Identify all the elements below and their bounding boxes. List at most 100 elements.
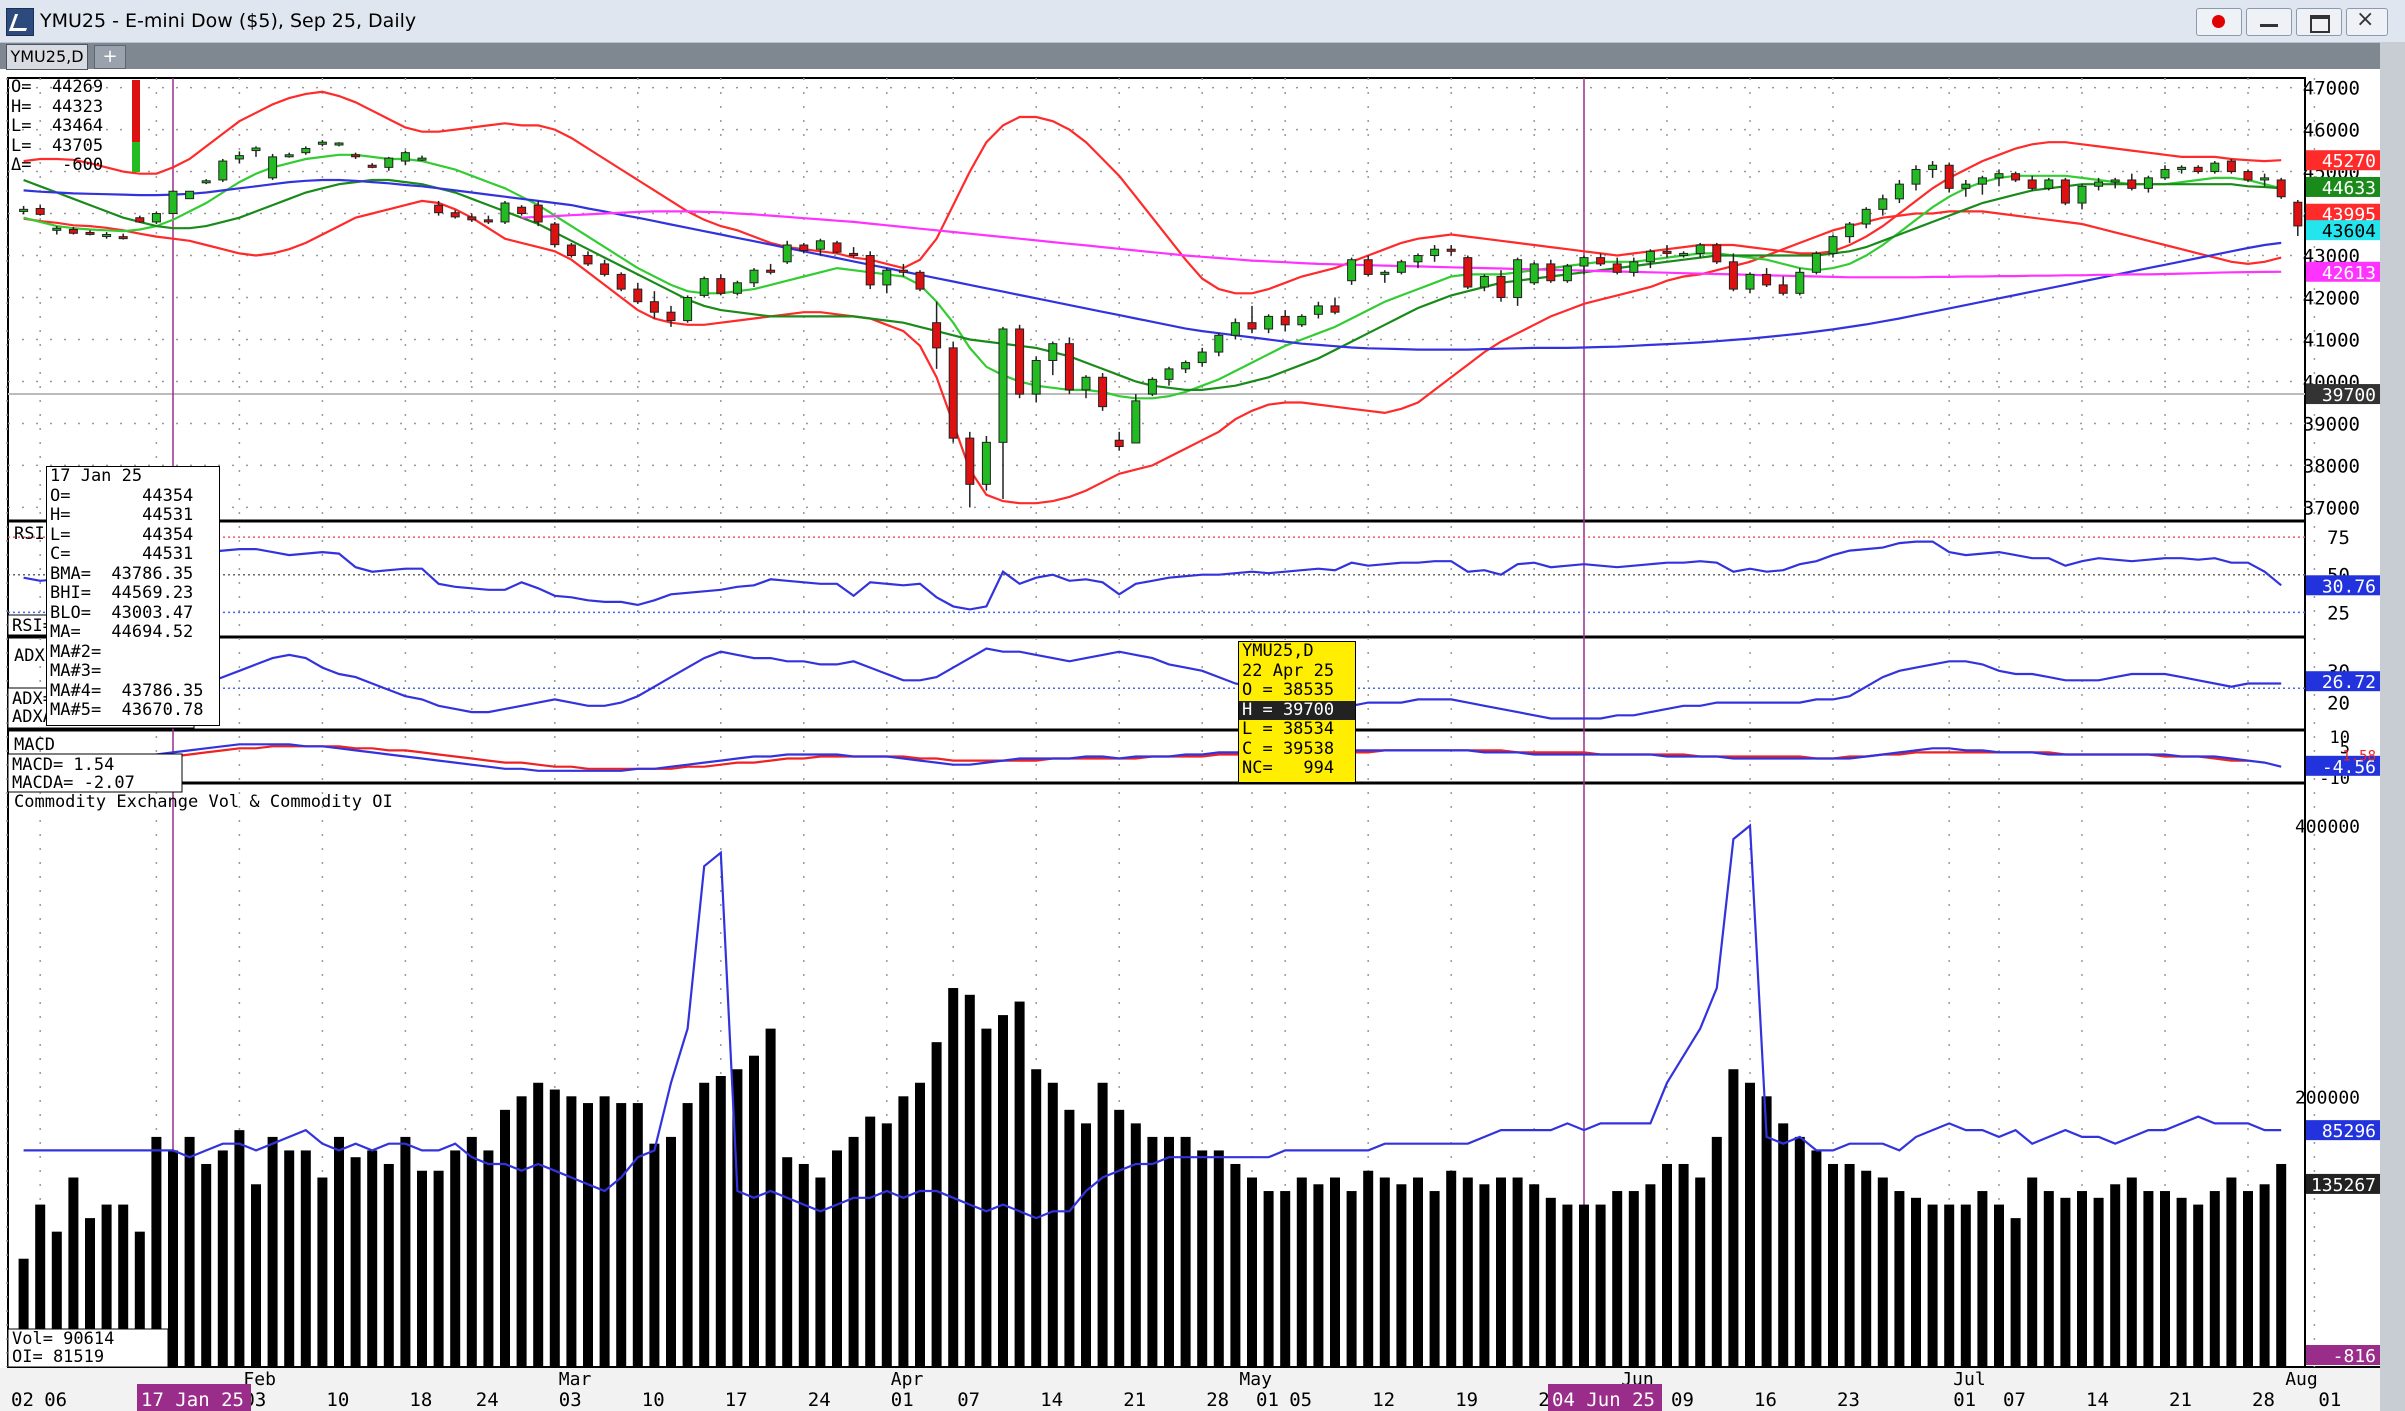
candlestick[interactable] [1629,257,1639,277]
candlestick[interactable] [981,436,991,491]
candlestick[interactable] [2210,161,2220,174]
candlestick[interactable] [2127,173,2137,191]
record-button[interactable] [2196,8,2242,36]
candlestick[interactable] [1214,333,1224,357]
candlestick[interactable] [2177,165,2187,174]
candlestick[interactable] [1181,360,1191,374]
candlestick[interactable] [666,305,676,327]
candlestick[interactable] [550,221,560,248]
candlestick[interactable] [201,179,211,185]
candlestick[interactable] [649,291,659,319]
candlestick[interactable] [1297,314,1307,327]
candlestick[interactable] [434,200,444,216]
candlestick[interactable] [566,242,576,258]
candlestick[interactable] [832,240,842,254]
candlestick[interactable] [417,155,427,162]
candlestick[interactable] [1479,274,1489,292]
candlestick[interactable] [517,205,527,216]
candlestick[interactable] [1446,245,1456,256]
close-button[interactable]: × [2346,7,2388,36]
candlestick[interactable] [351,152,361,159]
candlestick[interactable] [400,150,410,166]
candlestick[interactable] [865,251,875,290]
candlestick[interactable] [898,263,908,277]
candlestick[interactable] [218,158,228,183]
candlestick[interactable] [882,268,892,294]
candlestick[interactable] [2243,169,2253,183]
add-tab-button[interactable]: + [94,45,126,69]
candlestick[interactable] [683,295,693,323]
candlestick[interactable] [483,215,493,225]
candlestick[interactable] [1413,253,1423,269]
candlestick[interactable] [915,270,925,292]
candlestick[interactable] [35,205,45,216]
candlestick[interactable] [2060,177,2070,206]
candlestick[interactable] [799,242,809,254]
candlestick[interactable] [2276,177,2286,199]
candlestick[interactable] [2011,171,2021,183]
candlestick[interactable] [2260,173,2270,187]
candlestick[interactable] [1230,318,1240,340]
candlestick[interactable] [334,142,344,147]
candlestick[interactable] [1363,255,1373,277]
candlestick[interactable] [168,190,178,215]
candlestick[interactable] [1612,257,1622,275]
candlestick[interactable] [2143,175,2153,193]
candlestick[interactable] [1596,253,1606,267]
candlestick[interactable] [1380,270,1390,283]
candlestick[interactable] [1048,341,1058,376]
candlestick[interactable] [251,146,261,157]
candlestick[interactable] [1928,161,1938,178]
candlestick[interactable] [1745,272,1755,294]
candlestick[interactable] [1645,249,1655,269]
candlestick[interactable] [1081,375,1091,399]
candlestick[interactable] [1845,221,1855,243]
candlestick[interactable] [85,230,95,236]
candlestick[interactable] [965,431,975,508]
candlestick[interactable] [1164,366,1174,386]
candlestick[interactable] [1712,242,1722,264]
candlestick[interactable] [317,140,327,147]
candlestick[interactable] [1280,310,1290,332]
candlestick[interactable] [1695,242,1705,258]
candlestick[interactable] [766,263,776,275]
candlestick[interactable] [732,280,742,296]
candlestick[interactable] [450,210,460,219]
candlestick[interactable] [2027,175,2037,191]
candlestick[interactable] [1496,270,1506,302]
candlestick[interactable] [998,326,1008,500]
candlestick[interactable] [102,232,112,239]
candlestick[interactable] [1762,268,1772,288]
candlestick[interactable] [2226,158,2236,174]
candlestick[interactable] [2094,177,2104,191]
candlestick[interactable] [268,153,278,180]
candlestick[interactable] [1944,163,1954,193]
candlestick[interactable] [1977,175,1987,195]
candlestick[interactable] [1264,314,1274,334]
candlestick[interactable] [2160,165,2170,180]
candlestick[interactable] [1828,234,1838,258]
candlestick[interactable] [1330,297,1340,315]
candlestick[interactable] [616,272,626,292]
candlestick[interactable] [1463,255,1473,290]
candlestick[interactable] [932,301,942,369]
candlestick[interactable] [1031,356,1041,403]
candlestick[interactable] [467,213,477,222]
candlestick[interactable] [234,151,244,164]
right-scrollbar[interactable] [2380,42,2405,1411]
candlestick[interactable] [1347,257,1357,285]
candlestick[interactable] [1795,268,1805,296]
candlestick[interactable] [1430,245,1440,262]
candlestick[interactable] [1562,263,1572,283]
candlestick[interactable] [118,233,128,240]
maximize-button[interactable] [2296,8,2342,36]
chart-area[interactable]: 4700046000450004400043000420004100040000… [0,70,2380,1411]
candlestick[interactable] [849,247,859,258]
candlestick[interactable] [367,163,377,169]
candlestick[interactable] [1313,301,1323,319]
candlestick[interactable] [1015,324,1025,399]
candlestick[interactable] [1098,373,1108,411]
candlestick[interactable] [1861,207,1871,229]
candlestick[interactable] [1894,179,1904,204]
candlestick[interactable] [2044,177,2054,191]
